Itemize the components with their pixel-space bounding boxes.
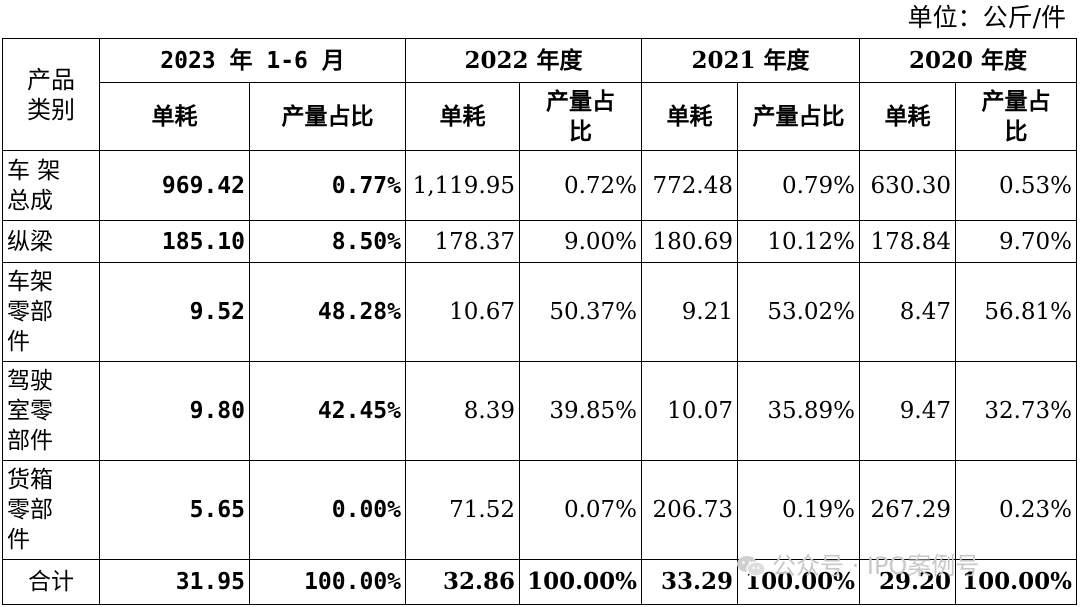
cell-value: 10.07: [641, 361, 739, 461]
table-row: 车架零部件 9.52 48.28% 10.67 50.37% 9.21 53.0…: [2, 262, 1078, 362]
cell-value: 178.37: [405, 220, 521, 263]
table-row: 车 架总成 969.42 0.77% 1,119.95 0.72% 772.48…: [2, 150, 1078, 221]
cell-value: 185.10: [99, 220, 250, 263]
cell-value: 39.85%: [519, 361, 643, 461]
wechat-icon: [737, 556, 766, 577]
header-period-2023h1: 2023 年 1-6 月: [98, 38, 407, 83]
cell-value: 9.80: [99, 361, 250, 461]
header-unit-2021: 单耗: [641, 82, 739, 151]
header-unit-2023h1: 单耗: [99, 82, 250, 151]
cell-value: 180.69: [641, 220, 739, 263]
cell-value: 1,119.95: [405, 150, 521, 221]
cell-value: 10.12%: [737, 220, 861, 263]
watermark-text: 公众号 · IPO案例号: [772, 552, 980, 580]
header-period-2022: 2022 年度: [405, 38, 643, 83]
cell-value: 9.70%: [955, 220, 1078, 263]
cell-value: 35.89%: [737, 361, 861, 461]
cell-value: 0.53%: [955, 150, 1078, 221]
cell-value: 71.52: [405, 460, 521, 560]
cell-value: 42.45%: [248, 361, 407, 461]
row-category: 驾驶室零部件: [2, 361, 100, 461]
cell-value: 10.67: [405, 262, 521, 362]
cell-value: 0.19%: [737, 460, 861, 560]
cell-value: 178.84: [859, 220, 957, 263]
cell-value: 9.47: [859, 361, 957, 461]
total-value: 29.20: [859, 559, 957, 605]
cell-value: 0.77%: [248, 150, 407, 221]
cell-value: 267.29: [859, 460, 957, 560]
header-ratio-2023h1: 产量占比: [248, 82, 407, 151]
header-period-2020: 2020 年度: [859, 38, 1078, 83]
row-category: 车 架总成: [2, 150, 100, 221]
cell-value: 9.52: [99, 262, 250, 362]
cell-value: 772.48: [641, 150, 739, 221]
table-row: 货箱零部件 5.65 0.00% 71.52 0.07% 206.73 0.19…: [2, 460, 1078, 560]
cell-value: 9.00%: [519, 220, 643, 263]
table-row: 驾驶室零部件 9.80 42.45% 8.39 39.85% 10.07 35.…: [2, 361, 1078, 461]
consumption-table: 产品类别 2023 年 1-6 月 2022 年度 2021 年度 2020 年…: [2, 38, 1078, 605]
unit-label: 单位：公斤/件: [907, 3, 1066, 32]
header-period-2021: 2021 年度: [641, 38, 861, 83]
total-value: 33.29: [641, 559, 739, 605]
watermark: 公众号 · IPO案例号: [736, 546, 979, 581]
cell-value: 8.47: [859, 262, 957, 362]
header-row-metrics: 单耗 产量占比 单耗 产量占比 单耗 产量占比 单耗 产量占比: [3, 82, 1078, 151]
cell-value: 630.30: [859, 150, 957, 221]
total-value: 32.86: [405, 559, 521, 605]
cell-value: 32.73%: [955, 361, 1078, 461]
header-ratio-2021: 产量占比: [737, 82, 861, 151]
total-row: 合计 31.95 100.00% 32.86 100.00% 33.29 100…: [2, 559, 1078, 605]
cell-value: 9.21: [641, 262, 739, 362]
cell-value: 969.42: [99, 150, 250, 221]
total-value: 100.00%: [248, 559, 407, 605]
total-value: 100.00%: [737, 559, 861, 605]
total-value: 31.95: [99, 559, 250, 605]
cell-value: 48.28%: [248, 262, 407, 362]
cell-value: 0.07%: [519, 460, 643, 560]
cell-value: 56.81%: [955, 262, 1078, 362]
header-unit-2020: 单耗: [859, 82, 957, 151]
cell-value: 5.65: [99, 460, 250, 560]
row-category: 车架零部件: [2, 262, 100, 362]
cell-value: 8.50%: [248, 220, 407, 263]
header-row-periods: 产品类别 2023 年 1-6 月 2022 年度 2021 年度 2020 年…: [2, 38, 1078, 151]
total-label: 合计: [2, 559, 100, 605]
total-value: 100.00%: [519, 559, 643, 605]
row-category: 货箱零部件: [2, 460, 100, 560]
cell-value: 8.39: [405, 361, 521, 461]
total-value: 100.00%: [955, 559, 1078, 605]
header-category: 产品类别: [2, 38, 100, 151]
header-ratio-2022: 产量占比: [519, 82, 643, 151]
cell-value: 0.00%: [248, 460, 407, 560]
cell-value: 206.73: [641, 460, 739, 560]
table-row: 纵梁 185.10 8.50% 178.37 9.00% 180.69 10.1…: [2, 220, 1078, 263]
header-ratio-2020: 产量占比: [955, 82, 1078, 151]
header-unit-2022: 单耗: [405, 82, 521, 151]
cell-value: 0.23%: [955, 460, 1078, 560]
cell-value: 0.72%: [519, 150, 643, 221]
cell-value: 53.02%: [737, 262, 861, 362]
row-category: 纵梁: [2, 220, 100, 263]
cell-value: 0.79%: [737, 150, 861, 221]
cell-value: 50.37%: [519, 262, 643, 362]
